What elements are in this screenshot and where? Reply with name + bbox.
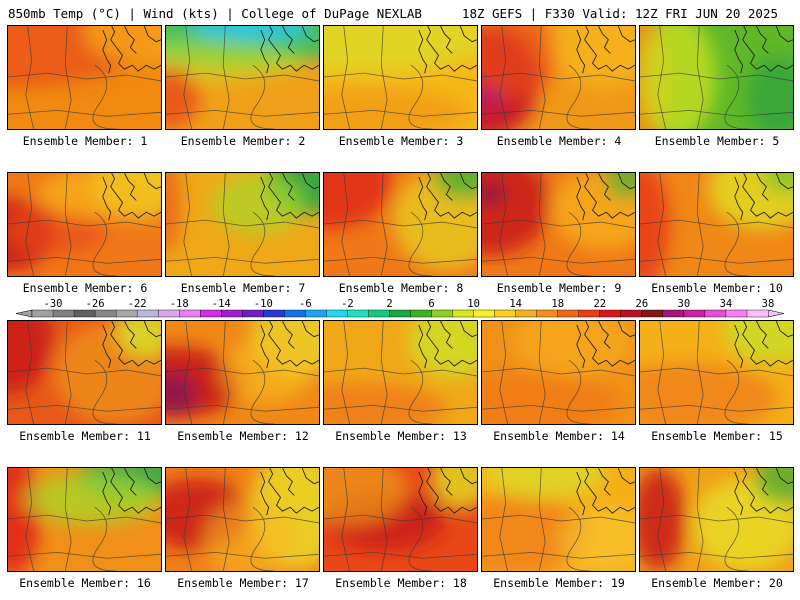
colorbar-swatch: [157, 309, 180, 318]
colorbar-tick-label: -18: [170, 298, 189, 310]
colorbar-tick-label: 6: [428, 298, 434, 310]
ensemble-member-map: [165, 25, 320, 130]
ensemble-member-map: [7, 320, 162, 425]
ensemble-member-map: [639, 172, 794, 277]
ensemble-member-map: [165, 320, 320, 425]
colorbar-swatch: [305, 309, 327, 318]
ensemble-member-label: Ensemble Member: 7: [180, 281, 306, 295]
ensemble-member-label: Ensemble Member: 16: [19, 576, 151, 590]
colorbar-tick-label: -26: [86, 298, 105, 310]
colorbar-swatch: [410, 309, 432, 318]
colorbar-swatch: [73, 309, 96, 318]
colorbar-swatch: [326, 309, 348, 318]
colorbar-high-arrow: [767, 309, 785, 318]
colorbar-tick-label: 18: [551, 298, 564, 310]
colorbar-swatch: [31, 309, 54, 318]
ensemble-member-map: [639, 25, 794, 130]
colorbar-swatch: [725, 309, 748, 318]
colorbar-tick-label: -22: [128, 298, 147, 310]
ensemble-member-label: Ensemble Member: 4: [496, 134, 622, 148]
temperature-colorbar: -30 -26 -22 -18 -14 -10 -6 -2 2 6 10 14 18 22 26 30 34 38…: [15, 298, 785, 318]
colorbar-swatch: [284, 309, 306, 318]
ensemble-member-map: [323, 320, 478, 425]
ensemble-member-map: [323, 25, 478, 130]
ensemble-member-label: Ensemble Member: 12: [177, 429, 309, 443]
colorbar-tick-label: -30: [44, 298, 63, 310]
colorbar-tick-label: 38: [762, 298, 775, 310]
ensemble-member-map: [165, 172, 320, 277]
colorbar-swatch: [599, 309, 622, 318]
ensemble-member-label: Ensemble Member: 17: [177, 576, 309, 590]
ensemble-member-label: Ensemble Member: 1: [22, 134, 148, 148]
colorbar-tick-label: -10: [254, 298, 273, 310]
colorbar-swatch: [494, 309, 517, 318]
ensemble-member-label: Ensemble Member: 6: [22, 281, 148, 295]
colorbar-swatch: [221, 309, 243, 318]
colorbar-low-arrow: [15, 309, 33, 318]
colorbar-swatch: [94, 309, 117, 318]
ensemble-member-label: Ensemble Member: 18: [335, 576, 467, 590]
ensemble-member-map: [481, 172, 636, 277]
colorbar-swatch: [242, 309, 264, 318]
ensemble-member-label: Ensemble Member: 2: [180, 134, 306, 148]
ensemble-member-label: Ensemble Member: 11: [19, 429, 151, 443]
ensemble-member-label: Ensemble Member: 5: [654, 134, 780, 148]
colorbar-tick-label: -6: [299, 298, 312, 310]
colorbar-swatch: [578, 309, 601, 318]
colorbar-swatch: [389, 309, 411, 318]
ensemble-member-label: Ensemble Member: 8: [338, 281, 464, 295]
model-valid-time: 18Z GEFS | F330 Valid: 12Z FRI JUN 20 20…: [461, 6, 778, 21]
colorbar-tick-label: 22: [593, 298, 606, 310]
colorbar-tick-label: -2: [341, 298, 354, 310]
colorbar-swatch: [263, 309, 285, 318]
colorbar-tick-label: 26: [636, 298, 649, 310]
ensemble-member-map: [323, 172, 478, 277]
colorbar-tick-label: 2: [386, 298, 392, 310]
ensemble-member-map: [481, 467, 636, 572]
colorbar-swatch: [52, 309, 75, 318]
colorbar-swatch: [557, 309, 580, 318]
ensemble-member-label: Ensemble Member: 20: [651, 576, 783, 590]
ensemble-member-map: [7, 25, 162, 130]
colorbar-tick-label: 14: [509, 298, 522, 310]
colorbar-swatch: [115, 309, 138, 318]
ensemble-member-map: [7, 172, 162, 277]
colorbar-tick-label: 10: [467, 298, 480, 310]
colorbar-swatch: [178, 309, 201, 318]
ensemble-member-label: Ensemble Member: 3: [338, 134, 464, 148]
colorbar-swatch: [683, 309, 706, 318]
colorbar-swatch: [368, 309, 390, 318]
ensemble-member-label: Ensemble Member: 13: [335, 429, 467, 443]
ensemble-member-label: Ensemble Member: 14: [493, 429, 625, 443]
colorbar-swatch: [704, 309, 727, 318]
colorbar-swatch: [746, 309, 769, 318]
map-title: 850mb Temp (°C) | Wind (kts) | College o…: [8, 6, 422, 21]
ensemble-member-label: Ensemble Member: 10: [651, 281, 783, 295]
ensemble-member-label: Ensemble Member: 9: [496, 281, 622, 295]
ensemble-member-map: [323, 467, 478, 572]
colorbar-swatch: [200, 309, 222, 318]
colorbar-swatch: [347, 309, 369, 318]
colorbar-swatch: [452, 309, 475, 318]
ensemble-member-map: [7, 467, 162, 572]
colorbar-swatch: [431, 309, 453, 318]
colorbar-swatch: [473, 309, 496, 318]
ensemble-member-map: [639, 320, 794, 425]
colorbar-tick-label: 30: [678, 298, 691, 310]
colorbar-tick-label: -14: [212, 298, 231, 310]
colorbar-swatch: [641, 309, 664, 318]
ensemble-member-label: Ensemble Member: 19: [493, 576, 625, 590]
colorbar-swatch: [536, 309, 559, 318]
colorbar-tick-label: 34: [720, 298, 733, 310]
ensemble-member-map: [481, 320, 636, 425]
colorbar-swatch: [620, 309, 643, 318]
colorbar-swatch: [662, 309, 685, 318]
ensemble-member-map: [639, 467, 794, 572]
ensemble-member-map: [481, 25, 636, 130]
ensemble-member-map: [165, 467, 320, 572]
ensemble-member-label: Ensemble Member: 15: [651, 429, 783, 443]
colorbar-swatch: [515, 309, 538, 318]
colorbar-swatch: [136, 309, 159, 318]
